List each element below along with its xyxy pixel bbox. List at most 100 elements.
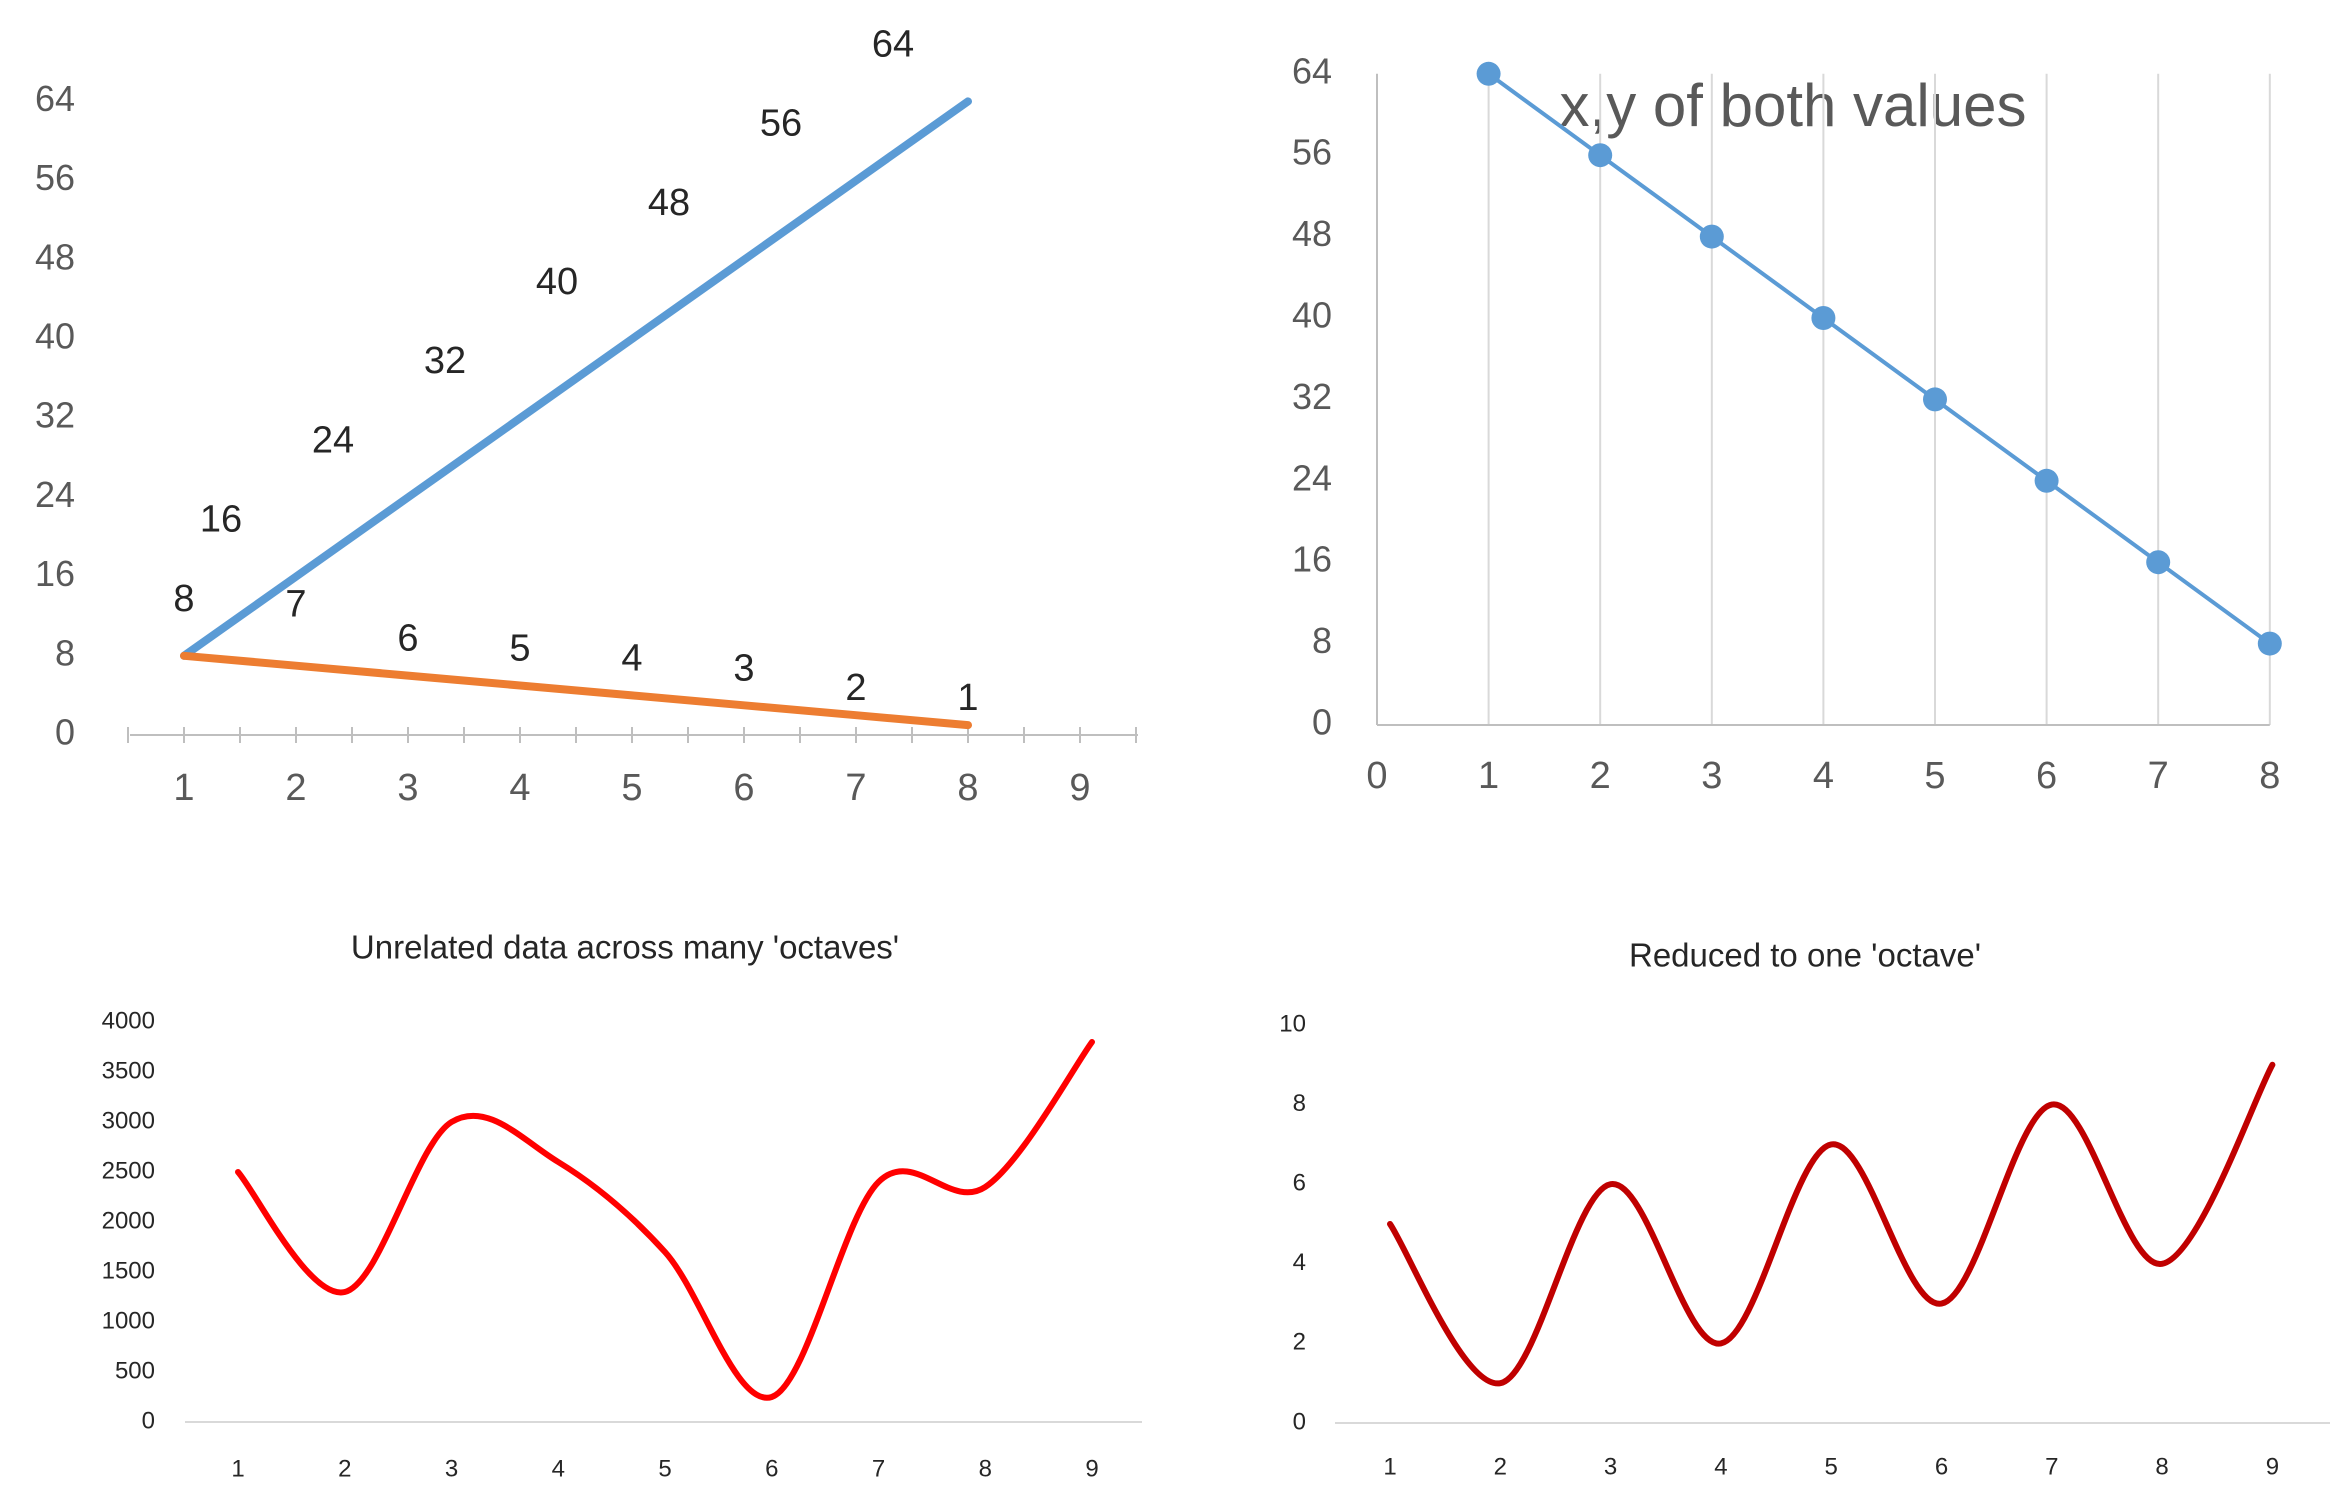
x-tick-label: 3 — [445, 1455, 458, 1482]
x-tick-label: 5 — [1825, 1453, 1838, 1480]
data-point — [2146, 550, 2171, 575]
y-tick-label: 500 — [115, 1357, 155, 1384]
x-tick-label: 3 — [1604, 1453, 1617, 1480]
y-tick-label: 2 — [1293, 1329, 1306, 1356]
y-tick-label: 8 — [1312, 620, 1332, 661]
x-tick-label: 7 — [2045, 1453, 2058, 1480]
y-tick-label: 1500 — [102, 1257, 155, 1284]
y-tick-label: 4 — [1293, 1249, 1306, 1276]
y-tick-label: 1000 — [102, 1307, 155, 1334]
data-label: 3 — [733, 647, 754, 689]
chart-3: Unrelated data across many 'octaves' 1 2 3 4… — [102, 929, 1142, 1482]
x-tick-label: 8 — [979, 1455, 992, 1482]
y-tick-label: 56 — [35, 157, 75, 198]
x-tick-label: 2 — [338, 1455, 351, 1482]
data-label: 8 — [173, 578, 194, 620]
chart-title: Unrelated data across many 'octaves' — [351, 929, 899, 966]
x-tick-label: 6 — [765, 1455, 778, 1482]
data-label: 7 — [285, 584, 306, 626]
data-label: 16 — [200, 499, 242, 541]
chart-1: 1 2 3 4 5 6 7 8 90816243240485664816243240485664… — [35, 23, 1138, 809]
data-label: 48 — [648, 182, 690, 224]
y-tick-label: 8 — [1293, 1090, 1306, 1117]
x-tick-label: 1 — [173, 767, 194, 809]
y-tick-label: 0 — [1293, 1408, 1306, 1435]
y-tick-label: 32 — [35, 395, 75, 436]
x-tick-label: 8 — [2259, 755, 2280, 797]
y-tick-label: 0 — [142, 1407, 155, 1434]
y-tick-label: 48 — [35, 236, 75, 277]
y-tick-label: 2000 — [102, 1207, 155, 1234]
data-label: 24 — [312, 419, 354, 461]
y-tick-label: 0 — [1312, 702, 1332, 743]
y-tick-label: 56 — [1292, 132, 1332, 173]
x-tick-label: 1 — [1478, 755, 1499, 797]
data-label: 5 — [509, 628, 530, 670]
y-tick-label: 48 — [1292, 213, 1332, 254]
y-tick-label: 0 — [55, 712, 75, 753]
x-tick-label: 4 — [552, 1455, 565, 1482]
x-tick-label: 6 — [2036, 755, 2057, 797]
x-tick-label: 9 — [2266, 1453, 2279, 1480]
data-point — [1588, 143, 1613, 168]
y-tick-label: 16 — [1292, 539, 1332, 580]
x-tick-label: 1 — [231, 1455, 244, 1482]
x-tick-label: 3 — [1701, 755, 1722, 797]
x-tick-label: 7 — [2148, 755, 2169, 797]
y-tick-label: 8 — [55, 632, 75, 673]
y-tick-label: 6 — [1293, 1170, 1306, 1197]
x-tick-label: 5 — [1924, 755, 1945, 797]
y-tick-label: 2500 — [102, 1157, 155, 1184]
data-point — [1923, 387, 1947, 412]
x-tick-label: 7 — [845, 767, 866, 809]
chart-title: Reduced to one 'octave' — [1629, 937, 1981, 974]
x-tick-label: 5 — [658, 1455, 671, 1482]
x-tick-label: 6 — [1935, 1453, 1948, 1480]
y-tick-label: 16 — [35, 553, 75, 594]
series-line-2 — [180, 651, 972, 730]
x-tick-label: 5 — [621, 767, 642, 809]
y-tick-label: 32 — [1292, 376, 1332, 417]
x-tick-label: 1 — [1383, 1453, 1396, 1480]
data-label: 1 — [957, 677, 978, 719]
y-tick-label: 24 — [35, 474, 75, 515]
chart-title: x,y of both values — [1560, 72, 2027, 139]
y-tick-label: 3500 — [102, 1057, 155, 1084]
x-tick-label: 2 — [1590, 755, 1611, 797]
x-tick-label: 8 — [2155, 1453, 2168, 1480]
x-tick-label: 0 — [1366, 755, 1387, 797]
series-line — [1387, 1061, 2276, 1387]
y-tick-label: 40 — [35, 316, 75, 357]
data-label: 2 — [845, 667, 866, 709]
y-tick-label: 24 — [1292, 457, 1332, 498]
y-tick-label: 40 — [1292, 295, 1332, 336]
series-line — [235, 1039, 1095, 1401]
data-point — [2257, 631, 2282, 656]
data-label: 6 — [397, 618, 418, 660]
data-label: 32 — [424, 340, 466, 382]
data-label: 56 — [760, 103, 802, 145]
x-tick-label: 4 — [1714, 1453, 1727, 1480]
data-point — [2034, 468, 2059, 493]
series-line-1 — [180, 97, 972, 660]
y-tick-label: 64 — [1292, 50, 1332, 91]
x-tick-label: 4 — [1813, 755, 1834, 797]
x-tick-label: 6 — [733, 767, 754, 809]
chart-4: Reduced to one 'octave' 1 2 3 4 5 6 7 8 9 0 2 4 6 8 10 — [1279, 937, 2330, 1480]
y-tick-label: 64 — [35, 78, 75, 119]
data-label: 4 — [621, 637, 642, 679]
data-point — [1699, 224, 1724, 249]
x-tick-label: 8 — [957, 767, 978, 809]
x-tick-label: 2 — [285, 767, 306, 809]
y-tick-label: 10 — [1279, 1010, 1306, 1037]
x-tick-label: 3 — [397, 767, 418, 809]
data-point — [1476, 61, 1501, 86]
data-label: 40 — [536, 261, 578, 303]
x-tick-label: 9 — [1085, 1455, 1098, 1482]
data-label: 64 — [872, 23, 914, 65]
x-tick-label: 7 — [872, 1455, 885, 1482]
x-tick-label: 9 — [1069, 767, 1090, 809]
x-tick-label: 4 — [509, 767, 530, 809]
